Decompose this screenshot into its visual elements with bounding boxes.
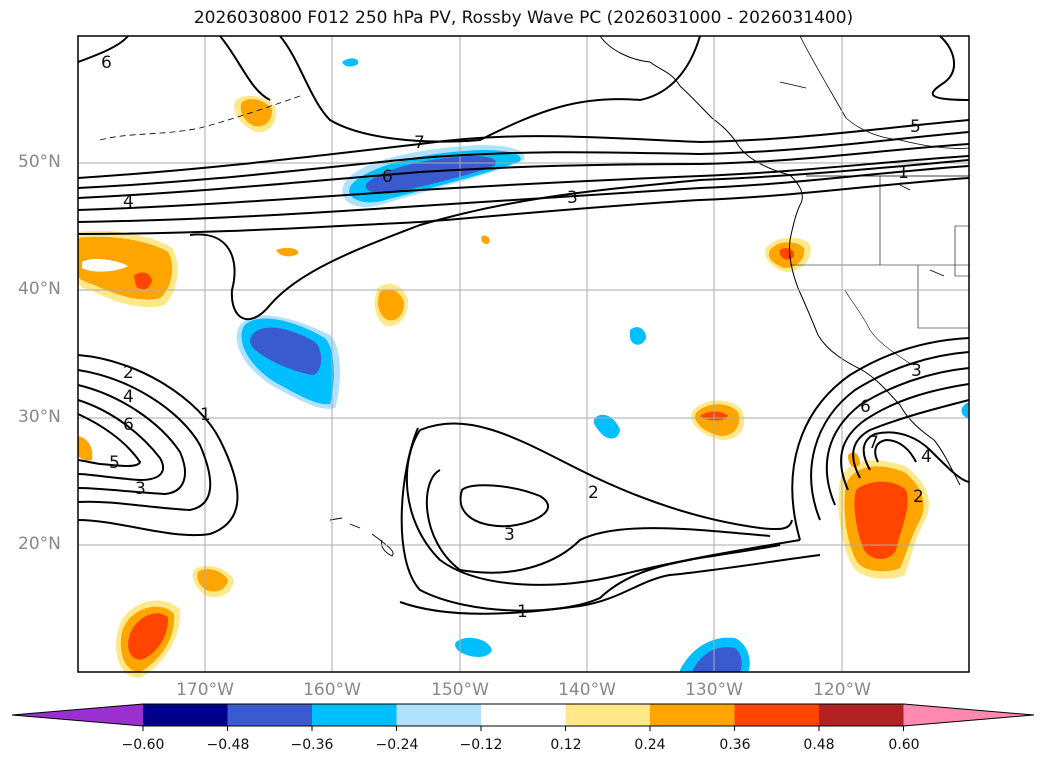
contour-label: 1 (517, 602, 528, 622)
contour-label: 1 (200, 405, 211, 425)
contour-labels: 6 7 5 1 6 3 4 2 4 6 1 5 3 3 6 7 4 2 2 3 … (101, 53, 932, 622)
negative-anomaly-patch (692, 647, 742, 672)
contour-label: 6 (382, 167, 393, 187)
colorbar-segment (481, 704, 566, 726)
negative-anomaly-patch (250, 327, 322, 375)
contour-label: 3 (135, 479, 146, 499)
colorbar-tick: −0.60 (121, 737, 165, 753)
lon-label: 160°W (303, 680, 361, 700)
negative-anomaly-patch (630, 327, 646, 345)
colorbar-tick: −0.36 (290, 737, 334, 753)
negative-anomaly-patch (455, 637, 492, 657)
positive-anomaly-patch (378, 289, 404, 321)
lat-label: 30°N (18, 407, 61, 427)
positive-anomaly-patch (134, 272, 152, 290)
contour-label: 4 (123, 192, 134, 212)
lon-label: 140°W (558, 680, 616, 700)
contour-label: 5 (910, 117, 921, 137)
contour-label: 6 (101, 53, 112, 73)
positive-anomaly-patch (276, 247, 299, 257)
negative-anomaly-patch (365, 156, 496, 194)
positive-anomaly-patch (78, 436, 93, 461)
contour-label: 4 (921, 447, 932, 467)
positive-anomaly-patch (82, 259, 128, 272)
colorbar-tick: −0.48 (206, 737, 250, 753)
contour-label: 3 (911, 361, 922, 381)
contour-label: 6 (860, 397, 871, 417)
contour-label: 3 (567, 188, 578, 208)
contour-label: 5 (109, 453, 120, 473)
lon-label: 170°W (176, 680, 234, 700)
coastlines (99, 35, 970, 557)
colorbar-tick: −0.24 (375, 737, 419, 753)
colorbar-extend-max (903, 704, 1034, 726)
lat-label: 50°N (18, 152, 61, 172)
contour-label: 2 (588, 483, 599, 503)
contour-label: 2 (913, 487, 924, 507)
contour-label: 6 (123, 415, 134, 435)
negative-anomaly-patch (342, 58, 359, 67)
lat-label: 20°N (18, 534, 61, 554)
lon-label: 150°W (431, 680, 489, 700)
lon-label: 130°W (685, 680, 743, 700)
contour-label: 7 (414, 133, 425, 153)
colorbar-extend-min (12, 704, 143, 726)
positive-anomaly-patch (481, 235, 490, 244)
contour-label: 2 (123, 363, 134, 383)
colorbar-tick: 0.60 (888, 737, 920, 753)
positive-anomaly-patch (854, 481, 908, 559)
colorbar (11, 703, 1035, 731)
colorbar-segment (650, 704, 735, 726)
colorbar-tick: 0.48 (803, 737, 835, 753)
colorbar-segment (565, 704, 651, 726)
contour-label: 3 (504, 525, 515, 545)
colorbar-segment (396, 704, 482, 726)
colorbar-tick: 0.12 (550, 737, 582, 753)
positive-anomaly-patch (128, 613, 168, 660)
contour-label: 4 (123, 387, 134, 407)
contour-label: 1 (898, 163, 909, 183)
lon-label: 120°W (813, 680, 871, 700)
colorbar-segment (312, 704, 397, 726)
colorbar-segment (227, 704, 313, 726)
map-title: 2026030800 F012 250 hPa PV, Rossby Wave … (193, 8, 854, 28)
negative-anomaly-patch (961, 402, 969, 418)
rossby-wave-contours (77, 35, 970, 615)
map-frame (77, 35, 970, 673)
positive-anomaly-patch (780, 248, 794, 260)
positive-anomaly-patch (240, 99, 272, 127)
contour-label: 7 (868, 433, 879, 453)
colorbar-segment (143, 704, 228, 726)
colorbar-segment (819, 704, 904, 726)
colorbar-tick: −0.12 (459, 737, 503, 753)
negative-anomaly-patch (593, 414, 620, 439)
lat-label: 40°N (18, 279, 61, 299)
colorbar-segment (734, 704, 820, 726)
colorbar-tick: 0.36 (719, 737, 751, 753)
colorbar-tick: 0.24 (634, 737, 666, 753)
